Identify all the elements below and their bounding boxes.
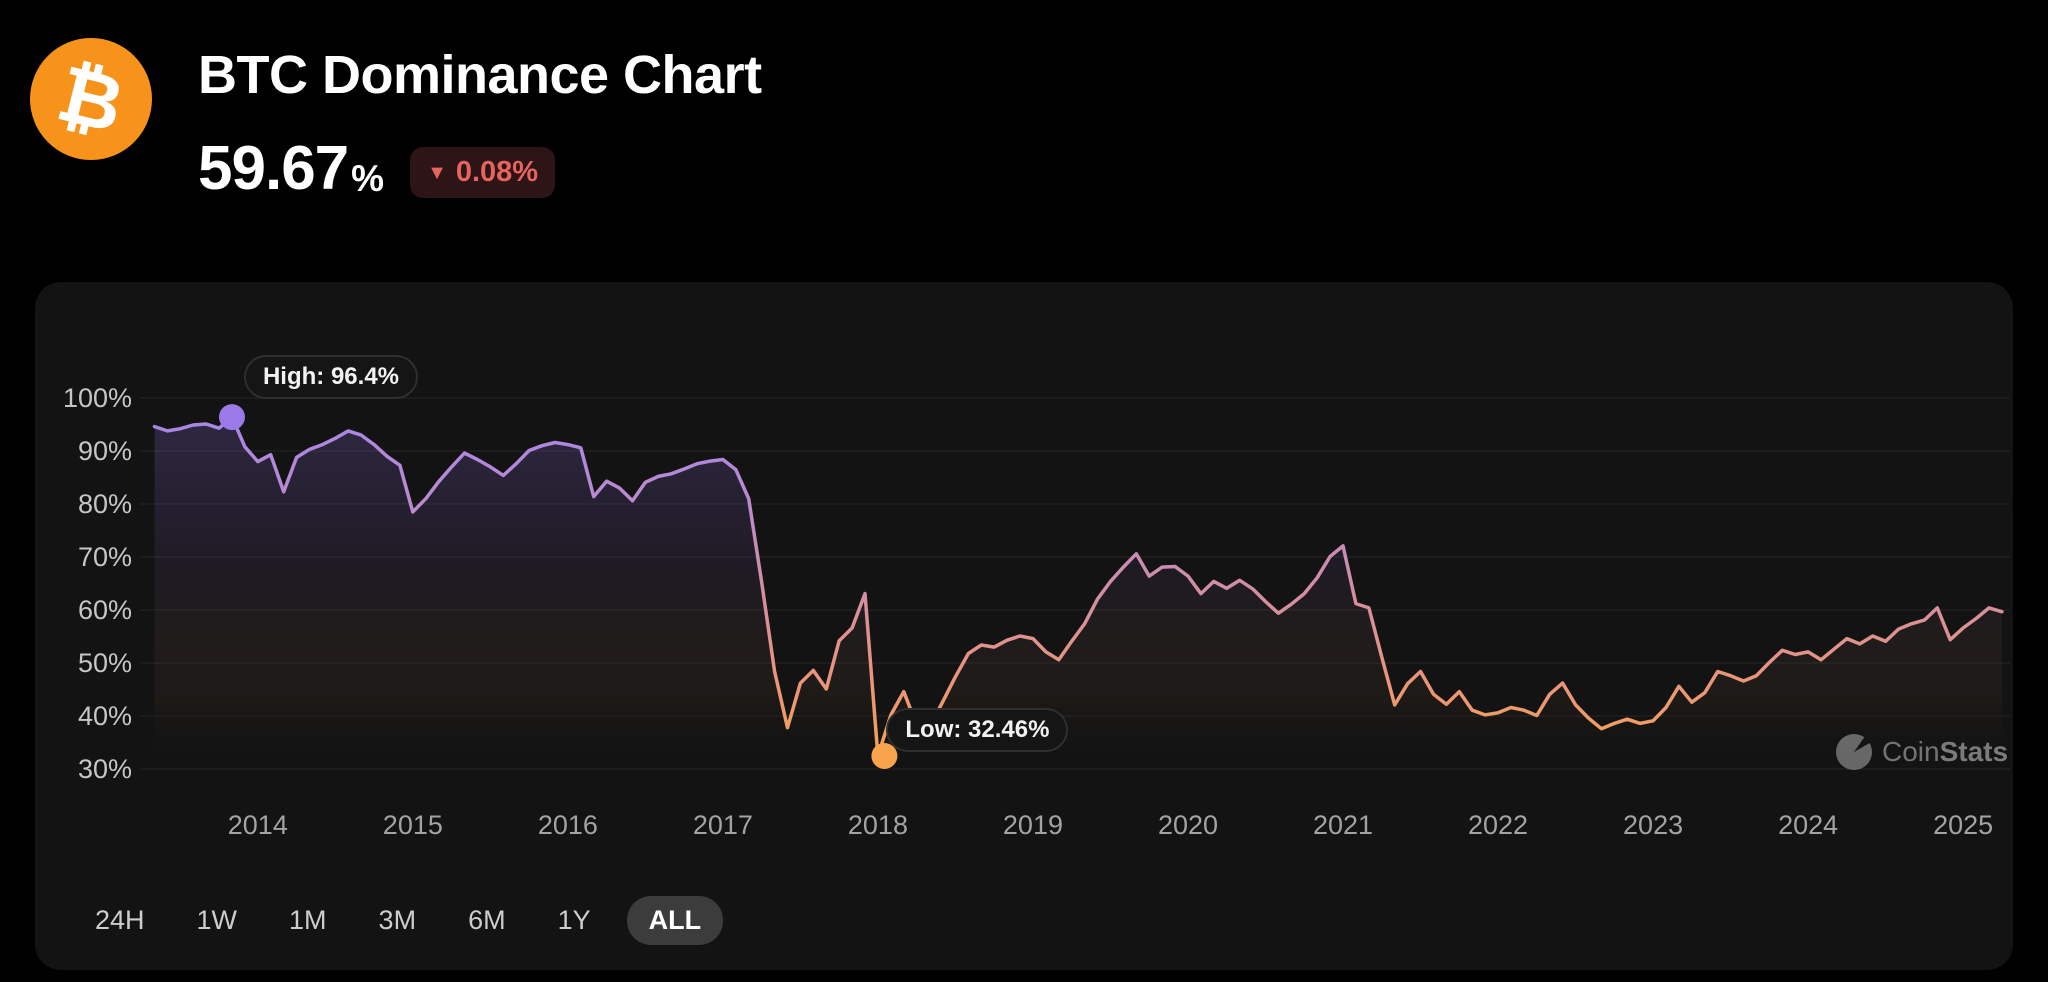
range-button-24h[interactable]: 24H — [95, 905, 145, 935]
y-tick-label: 30% — [77, 754, 132, 784]
x-tick-label: 2023 — [1623, 810, 1684, 840]
arrow-down-icon: ▼ — [427, 161, 447, 184]
x-tick-label: 2018 — [847, 810, 908, 840]
high-marker-dot — [218, 404, 245, 431]
watermark-stats: Stats — [1939, 736, 2009, 767]
y-tick-label: 70% — [77, 542, 132, 572]
area-fill — [154, 417, 2002, 769]
page-title: BTC Dominance Chart — [198, 45, 762, 105]
watermark-coin: Coin — [1882, 736, 1940, 767]
chart-card: 100% 90% 80% 70% 60% 50% 40% 30% 2014 2015 2016 20… — [35, 282, 2013, 970]
high-tooltip: High: 96.4% — [243, 355, 418, 400]
x-tick-label: 2019 — [1002, 810, 1063, 840]
low-marker-dot — [871, 742, 898, 769]
dominance-value-row: 59.67 % ▼ 0.08% — [198, 134, 556, 203]
x-tick-label: 2014 — [227, 810, 288, 840]
range-button-1y[interactable]: 1Y — [557, 905, 591, 935]
x-tick-label: 2020 — [1157, 810, 1219, 840]
x-tick-label: 2017 — [692, 810, 753, 840]
dominance-area-chart[interactable] — [35, 282, 2013, 970]
dominance-line — [152, 415, 2004, 758]
x-tick-label: 2025 — [1933, 810, 1994, 840]
bitcoin-symbol: ₿ — [49, 48, 133, 150]
x-tick-label: 2022 — [1468, 810, 1529, 840]
coinstats-pie-icon — [1836, 734, 1872, 770]
range-button-3m[interactable]: 3M — [378, 905, 417, 935]
x-tick-label: 2024 — [1778, 810, 1839, 840]
y-tick-label: 60% — [77, 595, 132, 625]
time-range-selector: 24H 1W 1M 3M 6M 1Y ALL — [79, 896, 724, 945]
dominance-value: 59.67 — [198, 134, 349, 203]
coinstats-watermark: CoinStats — [1836, 734, 2008, 770]
range-button-6m[interactable]: 6M — [468, 905, 506, 935]
y-tick-label: 40% — [77, 701, 132, 731]
coinstats-wordmark: CoinStats — [1882, 736, 2008, 768]
low-tooltip: Low: 32.46% — [886, 707, 1069, 752]
x-tick-label: 2016 — [537, 810, 598, 840]
y-tick-label: 90% — [77, 436, 132, 466]
range-button-1m[interactable]: 1M — [289, 905, 327, 935]
bitcoin-logo-icon: ₿ — [30, 38, 152, 160]
range-button-1w[interactable]: 1W — [196, 905, 238, 935]
y-tick-label: 80% — [77, 489, 132, 519]
dominance-value-unit: % — [351, 158, 385, 199]
change-value: 0.08% — [455, 156, 539, 188]
y-tick-label: 100% — [62, 383, 132, 413]
x-tick-label: 2021 — [1312, 810, 1374, 840]
x-tick-label: 2015 — [382, 810, 443, 840]
y-tick-label: 50% — [77, 648, 132, 678]
range-button-all[interactable]: ALL — [626, 896, 724, 945]
change-badge: ▼ 0.08% — [410, 147, 556, 198]
